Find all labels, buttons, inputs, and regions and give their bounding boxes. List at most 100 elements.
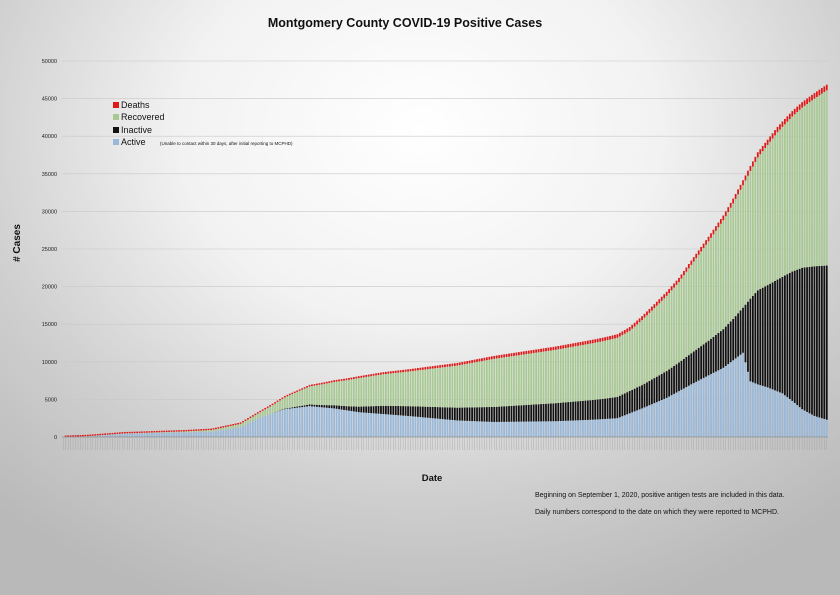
bar-active <box>227 429 230 437</box>
bar-inactive <box>412 406 414 417</box>
bar-deaths <box>692 257 695 262</box>
bar-inactive <box>530 404 533 422</box>
bar-deaths <box>572 343 574 347</box>
bar-inactive <box>325 405 328 408</box>
bar-inactive <box>385 405 387 415</box>
bar-deaths <box>227 425 230 427</box>
bar-recovered <box>569 347 572 402</box>
bar-deaths <box>559 345 562 349</box>
bar-active <box>89 436 92 437</box>
bar-active <box>385 414 387 437</box>
bar-deaths <box>414 368 417 371</box>
bar-active <box>508 421 510 437</box>
bar-inactive <box>594 399 597 420</box>
bar-deaths <box>111 432 114 435</box>
bar-recovered <box>232 425 235 429</box>
bar-deaths <box>121 432 124 434</box>
bar-deaths <box>288 393 291 396</box>
bar-inactive <box>355 406 358 412</box>
bar-active <box>673 393 675 437</box>
bar-deaths <box>434 365 437 369</box>
bar-recovered <box>591 343 594 400</box>
bar-deaths <box>429 366 432 369</box>
bar-deaths <box>266 406 269 408</box>
bar-deaths <box>74 435 77 437</box>
bar-deaths <box>298 389 301 391</box>
bar-active <box>665 397 668 437</box>
bar-deaths <box>82 434 84 437</box>
bar-inactive <box>350 406 353 412</box>
bar-recovered <box>276 401 279 412</box>
bar-recovered <box>281 398 284 410</box>
bar-recovered <box>515 355 518 406</box>
bar-active <box>485 421 488 437</box>
bar-recovered <box>335 381 338 406</box>
bar-active <box>165 432 168 437</box>
bar-active <box>205 431 207 437</box>
bar-recovered <box>385 373 387 406</box>
bar-inactive <box>646 382 648 407</box>
bar-recovered <box>776 132 779 280</box>
bar-inactive <box>348 406 350 411</box>
bar-active <box>143 433 146 437</box>
bar-recovered <box>478 361 481 408</box>
bar-active <box>397 415 400 437</box>
bar-recovered <box>168 431 171 433</box>
bar-recovered <box>498 358 501 407</box>
bar-recovered <box>298 390 301 407</box>
bar-inactive <box>710 338 712 375</box>
bar-active <box>820 418 823 437</box>
bar-deaths <box>205 428 207 431</box>
legend-swatch-deaths <box>113 102 119 108</box>
bar-inactive <box>771 282 774 390</box>
bar-recovered <box>434 368 437 407</box>
bar-recovered <box>545 351 547 404</box>
bar-recovered <box>660 300 663 374</box>
bar-active <box>192 432 195 437</box>
bar-deaths <box>732 198 735 204</box>
bar-deaths <box>825 84 828 91</box>
bar-inactive <box>747 301 749 372</box>
bar-active <box>495 421 498 437</box>
bar-active <box>168 432 171 437</box>
bar-deaths <box>513 352 515 356</box>
bar-inactive <box>722 329 725 368</box>
bar-deaths <box>769 136 771 142</box>
bar-inactive <box>483 407 486 422</box>
bar-deaths <box>274 402 276 404</box>
bar-active <box>387 414 390 437</box>
bar-recovered <box>513 355 515 406</box>
bar-recovered <box>616 337 619 397</box>
bar-deaths <box>680 274 683 279</box>
bar-recovered <box>604 340 606 399</box>
bar-inactive <box>764 286 767 387</box>
bar-inactive <box>729 321 732 363</box>
bar-active <box>754 383 757 437</box>
bar-deaths <box>365 374 368 377</box>
bar-active <box>522 421 525 437</box>
legend-swatch-recovered <box>113 114 119 120</box>
bar-recovered <box>466 363 469 408</box>
bar-inactive <box>340 405 343 410</box>
bar-active <box>594 419 597 437</box>
bar-recovered <box>291 394 294 408</box>
bar-recovered <box>165 432 168 433</box>
legend-label-deaths: Deaths <box>121 100 150 110</box>
bar-recovered <box>685 271 688 357</box>
bar-active <box>229 428 232 437</box>
bar-deaths <box>584 341 587 345</box>
bar-active <box>586 419 589 437</box>
bar-inactive <box>820 265 823 419</box>
bar-deaths <box>813 93 816 99</box>
bar-inactive <box>288 407 291 409</box>
bar-inactive <box>589 400 592 420</box>
bar-active <box>128 433 131 437</box>
bar-deaths <box>742 180 744 186</box>
bar-inactive <box>700 346 703 380</box>
bar-deaths <box>784 118 786 125</box>
bar-active <box>274 412 276 437</box>
bar-deaths <box>451 363 454 367</box>
bar-deaths <box>306 386 308 388</box>
bar-deaths <box>402 369 405 373</box>
bar-recovered <box>239 423 242 428</box>
